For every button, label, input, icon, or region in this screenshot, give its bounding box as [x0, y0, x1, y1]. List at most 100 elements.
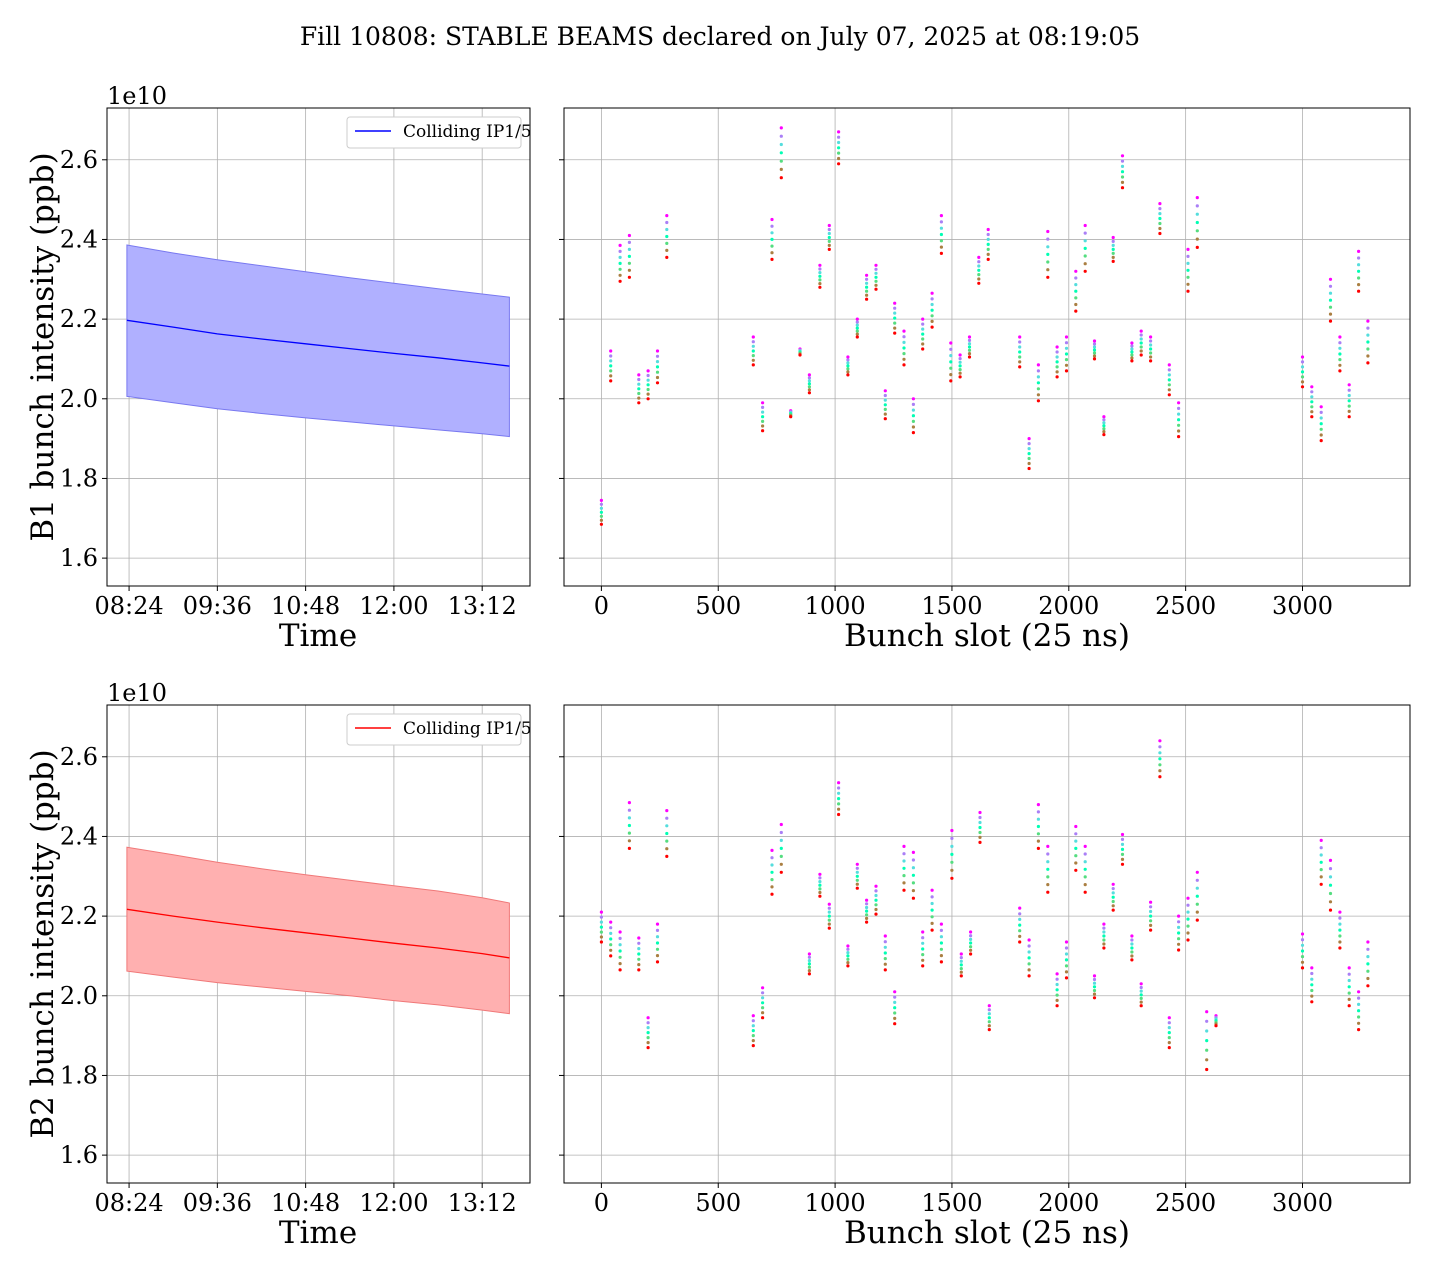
bunch-point — [655, 960, 660, 964]
bunch-point — [921, 947, 925, 951]
bunch-point — [1130, 950, 1134, 954]
bunch-point — [921, 347, 925, 351]
bunch-point — [1347, 1004, 1351, 1008]
bunch-point — [911, 889, 916, 893]
bunch-point — [902, 357, 906, 361]
bunch-point — [1120, 175, 1125, 179]
bunch-point — [770, 237, 774, 241]
bunch-point — [1139, 989, 1143, 993]
bunch-point — [618, 273, 622, 277]
x-tick-label: 3000 — [1272, 592, 1333, 620]
axes-frame — [106, 704, 531, 1184]
bunch-point — [1310, 415, 1314, 419]
series-line — [126, 319, 510, 367]
bunch-point — [1357, 1028, 1361, 1032]
bunch-point — [1027, 452, 1031, 456]
bunch-point — [865, 913, 869, 917]
marks — [599, 126, 1370, 526]
bunch-point — [818, 271, 822, 275]
bunch-point — [1018, 360, 1022, 364]
bunch-point — [1366, 319, 1370, 323]
bunch-point — [837, 162, 841, 166]
bunch-point — [1036, 803, 1040, 807]
bunch-point — [770, 848, 774, 853]
bunch-point — [837, 812, 841, 817]
bunch-point — [1167, 368, 1171, 372]
bunch-point — [1139, 353, 1143, 357]
bunch-point — [655, 360, 660, 364]
bunch-point — [1310, 983, 1314, 987]
bunch-point — [1186, 896, 1190, 900]
bunch-point — [978, 835, 982, 840]
bunch-point — [618, 955, 622, 959]
bunch-point — [893, 301, 897, 305]
bunch-point — [665, 839, 669, 843]
bunch-point — [1366, 347, 1370, 351]
bunch-point — [855, 874, 859, 878]
bunch-point — [939, 947, 944, 951]
bunch-point — [978, 810, 982, 815]
bunch-point — [1205, 1058, 1209, 1062]
bunch-point — [1036, 393, 1040, 397]
x-tick-label: 0 — [594, 1189, 609, 1217]
bunch-point — [921, 964, 925, 968]
bunch-point — [627, 254, 632, 258]
bunch-point — [939, 214, 944, 218]
bunch-point — [1092, 996, 1097, 1000]
bunch-point — [837, 791, 841, 795]
bunch-point — [599, 498, 604, 502]
bunch-point — [883, 957, 887, 961]
y-tick-label: 2.4 — [60, 822, 98, 850]
bunch-point — [751, 1014, 755, 1018]
bunch-point — [1195, 870, 1199, 874]
bunch-point — [1055, 988, 1059, 992]
bunch-point — [1186, 254, 1190, 258]
x-tick-label: 09:36 — [183, 592, 252, 620]
bunch-point — [921, 941, 925, 945]
bunch-point — [1347, 383, 1351, 387]
bunch-point — [1018, 917, 1022, 922]
bunch-point — [969, 934, 973, 938]
bunch-point — [1064, 940, 1069, 944]
bunch-point — [1027, 968, 1031, 972]
bunch-point — [807, 955, 812, 959]
bunch-point — [1111, 895, 1115, 899]
bunch-point — [1036, 810, 1040, 814]
legend: Colliding IP1/5 — [346, 116, 532, 149]
bunch-point — [930, 915, 934, 919]
series-line — [126, 908, 510, 959]
bunch-point — [665, 816, 669, 820]
bunch-point — [1130, 359, 1134, 363]
bunch-point — [761, 419, 765, 423]
bunch-point — [609, 364, 613, 368]
bunch-point — [770, 231, 774, 235]
bunch-point — [599, 925, 604, 929]
bunch-point — [846, 358, 850, 362]
bunch-point — [1055, 993, 1059, 997]
x-tick-label: 08:24 — [94, 592, 163, 620]
bunch-point — [1046, 245, 1050, 249]
bunch-point — [893, 321, 897, 325]
bunch-point — [1310, 1000, 1314, 1004]
bunch-point — [646, 1016, 650, 1020]
bunch-point — [770, 257, 774, 261]
bunch-point — [1074, 276, 1078, 280]
bunch-point — [949, 379, 953, 383]
bunch-point — [1186, 282, 1190, 286]
bunch-point — [1366, 940, 1370, 944]
bunch-point — [1347, 388, 1351, 392]
bunch-point — [1036, 399, 1040, 403]
bunch-point — [1102, 946, 1106, 950]
bunch-point — [827, 906, 831, 910]
bunch-point — [950, 828, 954, 833]
bunch-point — [1064, 369, 1069, 373]
bunch-point — [893, 311, 897, 315]
bunch-point — [751, 363, 755, 367]
bunch-point — [1055, 350, 1059, 354]
bunch-point — [930, 325, 934, 329]
bunch-point — [865, 920, 869, 924]
bunch-point — [1328, 298, 1333, 302]
bunch-point — [827, 223, 831, 228]
bunch-point — [1167, 383, 1171, 387]
bunch-point — [751, 1034, 755, 1038]
